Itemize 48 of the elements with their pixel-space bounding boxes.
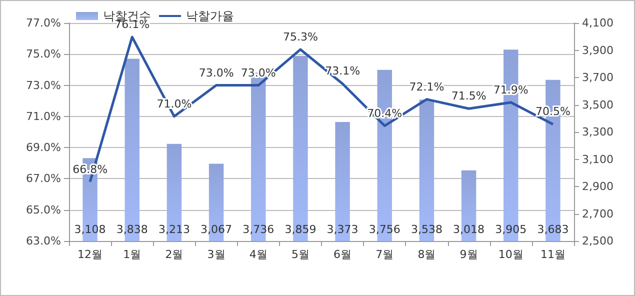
data-label: 70.5%: [535, 105, 570, 118]
x-tick-label: 3월: [207, 248, 226, 261]
y-tick-label: 75.0%: [26, 48, 61, 61]
y2-tick-label: 2,900: [582, 180, 614, 193]
y2-tick-label: 3,700: [582, 71, 614, 84]
data-label: 3,108: [74, 223, 106, 236]
data-label: 71.5%: [451, 90, 486, 103]
data-label: 3,859: [284, 223, 316, 236]
data-label: 73.0%: [198, 66, 234, 80]
y2-tick-label: 3,300: [582, 126, 614, 138]
data-label: 3,905: [495, 223, 527, 236]
data-label: 3,213: [158, 223, 190, 236]
x-tick-label: 11월: [540, 248, 566, 261]
data-label: 72.1%: [409, 80, 444, 94]
y2-tick-label: 3,100: [582, 152, 614, 166]
data-label: 3,067: [200, 223, 232, 236]
y-tick-label: 71.0%: [26, 110, 61, 123]
x-tick-label: 7월: [376, 248, 394, 261]
data-label: 3,756: [368, 223, 400, 236]
y-tick-label: 77.0%: [26, 16, 61, 30]
data-label: 75.3%: [282, 30, 318, 44]
y-tick-label: 65.0%: [26, 203, 61, 216]
x-tick-label: 2월: [165, 248, 184, 261]
data-label: 3,018: [453, 223, 485, 236]
y2-tick-label: 3,500: [582, 98, 614, 112]
x-tick-label: 10월: [498, 248, 524, 261]
y-tick-label: 63.0%: [26, 234, 61, 248]
data-label: 3,736: [242, 223, 274, 236]
data-label: 3,838: [116, 223, 148, 236]
data-label: 71.9%: [493, 83, 528, 96]
y2-tick-label: 4,100: [582, 16, 614, 30]
y2-tick-label: 2,500: [582, 234, 614, 248]
x-tick-label: 9월: [460, 248, 478, 261]
x-tick-label: 5월: [291, 248, 310, 261]
y-tick-label: 69.0%: [26, 141, 61, 154]
x-tick-label: 4월: [249, 248, 268, 261]
x-tick-label: 1월: [123, 248, 142, 261]
y-tick-label: 67.0%: [26, 172, 61, 186]
y2-tick-label: 2,700: [582, 207, 614, 220]
x-tick-label: 8월: [418, 248, 436, 261]
y-tick-label: 73.0%: [26, 78, 61, 92]
data-label: 3,683: [537, 223, 569, 236]
x-tick-label: 12월: [78, 248, 103, 261]
data-label: 3,538: [410, 223, 442, 236]
x-tick-label: 6월: [334, 248, 352, 261]
y2-tick-label: 3,900: [582, 44, 614, 57]
data-label: 3,373: [326, 223, 358, 236]
legend-label: 낙찰가율: [186, 9, 234, 23]
